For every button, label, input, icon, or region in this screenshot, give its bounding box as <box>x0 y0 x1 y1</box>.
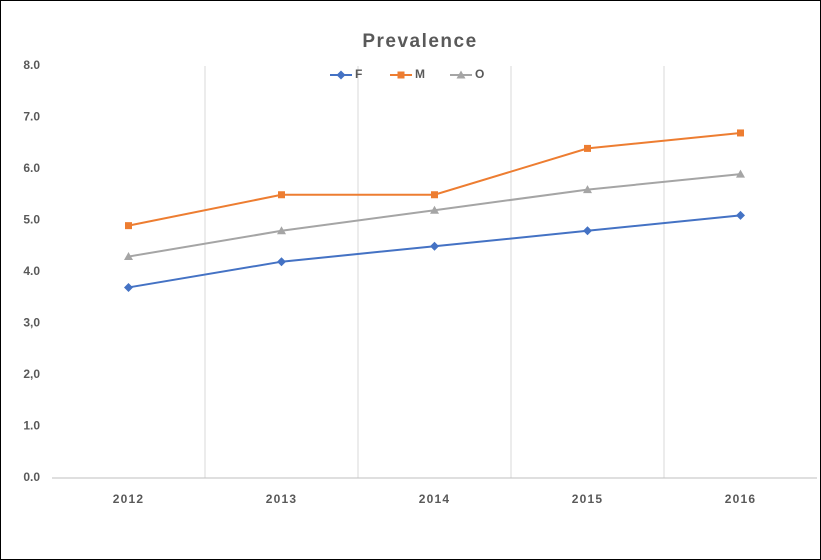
y-tick-label: 8.0 <box>23 58 40 72</box>
marker <box>456 70 466 79</box>
y-tick-label: 7.0 <box>23 110 40 124</box>
marker <box>737 129 744 137</box>
marker <box>583 185 592 194</box>
y-tick-label: 1.0 <box>23 419 40 433</box>
marker <box>431 191 438 199</box>
x-tick-label: 2012 <box>113 492 145 506</box>
marker <box>583 226 592 236</box>
y-tick-label: 2,0 <box>23 367 40 381</box>
marker <box>430 205 439 214</box>
x-tick-label: 2015 <box>572 492 604 506</box>
marker <box>278 191 285 199</box>
marker <box>277 226 286 235</box>
marker <box>736 169 745 178</box>
x-tick-label: 2016 <box>725 492 757 506</box>
legend-label: F <box>355 67 362 81</box>
marker <box>277 257 286 267</box>
marker <box>336 70 346 80</box>
marker <box>430 241 439 251</box>
marker <box>397 71 405 79</box>
marker <box>736 210 745 220</box>
y-tick-label: 0.0 <box>23 470 40 484</box>
x-tick-label: 2014 <box>419 492 451 506</box>
legend-label: M <box>415 67 425 81</box>
y-tick-label: 3,0 <box>23 316 40 330</box>
x-tick-label: 2013 <box>266 492 298 506</box>
marker <box>124 282 133 292</box>
chart-title: Prevalence <box>362 31 477 52</box>
y-tick-label: 6.0 <box>23 161 40 175</box>
marker <box>584 144 591 152</box>
y-tick-label: 4.0 <box>23 264 40 278</box>
legend-label: O <box>475 67 484 81</box>
marker <box>124 252 133 261</box>
marker <box>125 222 132 230</box>
y-tick-label: 5.0 <box>23 213 40 227</box>
